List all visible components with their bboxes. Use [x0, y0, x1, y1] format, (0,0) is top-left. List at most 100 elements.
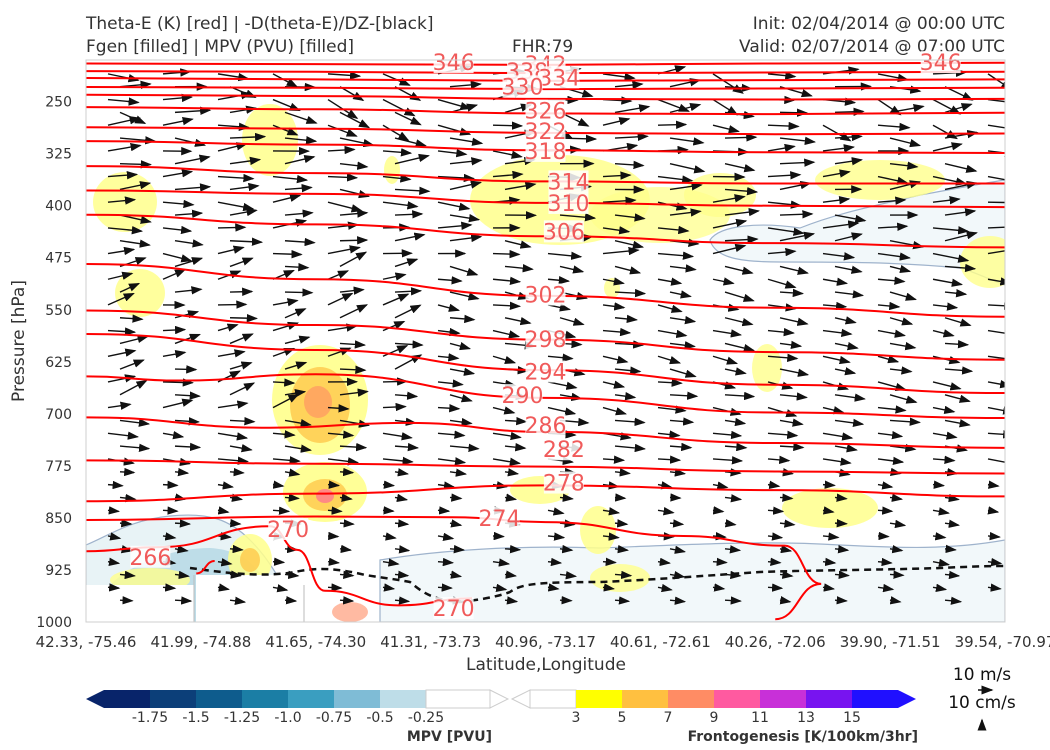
wind-arrow: [834, 316, 857, 325]
wind-arrow: [944, 289, 968, 298]
wind-arrow: [162, 378, 194, 387]
wind-arrow: [779, 596, 792, 605]
wind-arrow: [889, 366, 913, 375]
wind-arrow: [779, 392, 808, 401]
wind-arrow: [614, 314, 638, 324]
wind-arrow: [449, 493, 463, 502]
wind-arrow: [614, 391, 637, 401]
wind-arrow: [669, 137, 705, 146]
theta-e-label-bg: [502, 384, 543, 407]
mpv-colorbar-tick: -1.5: [182, 710, 209, 726]
theta-e-label-bg: [433, 51, 474, 74]
wind-arrow: [889, 104, 925, 114]
wind-arrow: [437, 557, 455, 567]
wind-arrow: [877, 222, 909, 232]
wind-arrow: [877, 98, 902, 116]
wind-arrow: [217, 400, 249, 409]
wind-arrow: [107, 142, 142, 152]
wind-arrow: [284, 111, 318, 124]
wind-arrow: [712, 243, 747, 255]
wind-arrow: [987, 226, 1005, 229]
theta-e-label-bg: [525, 413, 566, 436]
wind-arrow: [657, 120, 688, 129]
wind-arrow: [889, 417, 921, 426]
fgen-colorbar-segment: [806, 690, 852, 708]
wind-arrow: [669, 103, 702, 114]
fgen-colorbar-segment: [760, 690, 806, 708]
wind-arrow: [614, 265, 642, 275]
wind-arrow: [932, 142, 963, 152]
wind-arrow: [724, 519, 737, 528]
wind-arrow: [437, 583, 453, 592]
theta-e-label-bg: [130, 545, 171, 568]
y-tick-label: 850: [45, 511, 72, 527]
mpv-colorbar-tick: -0.25: [408, 710, 444, 726]
wind-arrow: [339, 596, 355, 605]
wind-arrow: [504, 596, 519, 605]
wind-arrow: [327, 583, 343, 592]
wind-arrow: [162, 398, 194, 409]
wind-arrow: [944, 317, 972, 327]
theta-e-label: 306: [543, 220, 585, 245]
x-tick-label: 39.90, -71.51: [840, 633, 941, 651]
wind-arrow: [327, 124, 358, 137]
wind-arrow: [284, 335, 311, 345]
wind-arrow: [944, 596, 963, 605]
wind-arrow: [229, 596, 247, 605]
theta-e-label-bg: [543, 438, 584, 461]
wind-arrow: [724, 291, 755, 302]
wind-arrow: [449, 314, 476, 324]
wind-arrow: [217, 173, 255, 183]
y-axis-label: Pressure [hPa]: [9, 280, 29, 402]
wind-arrow: [437, 327, 461, 337]
wind-arrow: [822, 480, 836, 489]
wind-arrow: [779, 368, 810, 377]
wind-arrow: [877, 583, 895, 593]
wind-arrow: [932, 405, 956, 414]
theta-e-label: 298: [525, 328, 567, 353]
wind-arrow: [119, 314, 144, 323]
theta-e-label: 290: [502, 384, 544, 409]
wind-arrow: [437, 457, 467, 466]
wind-arrow: [657, 225, 690, 235]
wind-arrow: [779, 493, 794, 502]
wind-arrow: [394, 442, 420, 452]
wind-arrow: [822, 169, 851, 178]
theta-e-label: 346: [920, 51, 962, 76]
wind-arrow: [724, 342, 756, 353]
init-time: Init: 02/04/2014 @ 00:00 UTC: [752, 14, 1005, 34]
wind-arrow: [614, 544, 630, 554]
wind-arrow: [382, 272, 407, 281]
wind-arrow: [877, 481, 894, 490]
wind-arrow: [327, 457, 360, 466]
wind-arrow: [394, 137, 427, 148]
wind-arrow: [932, 431, 958, 440]
fgen-blob-6: [684, 173, 756, 217]
wind-arrow: [339, 365, 367, 374]
mpv-colorbar-tick: -1.75: [132, 710, 168, 726]
wind-arrow: [987, 430, 1005, 439]
y-tick-label: 925: [45, 563, 72, 579]
wind-arrow: [382, 506, 395, 515]
wind-arrow: [217, 349, 246, 358]
wind-arrow: [669, 545, 686, 554]
theta-e-labels: 3463423383343303263223183143103063022982…: [129, 51, 962, 622]
wind-arrow: [834, 444, 858, 453]
wind-arrow: [712, 481, 729, 490]
theta-e-label: 314: [547, 170, 589, 195]
wind-arrow: [834, 367, 857, 376]
wind-arrow: [327, 557, 341, 566]
wind-arrow: [657, 378, 683, 387]
wind-arrow: [394, 287, 423, 296]
wind-arrow: [822, 532, 840, 541]
wind-arrow: [217, 122, 251, 131]
wind-arrow: [724, 545, 742, 554]
theta-e-label-bg: [525, 327, 566, 350]
wind-arrow: [327, 173, 359, 182]
wind-arrow: [284, 136, 318, 145]
wind-arrow: [724, 596, 742, 605]
wind-arrow: [339, 442, 368, 452]
wind-arrow: [767, 506, 785, 515]
mpv-colorbar-segment: [334, 690, 380, 708]
wind-arrow: [669, 571, 686, 580]
